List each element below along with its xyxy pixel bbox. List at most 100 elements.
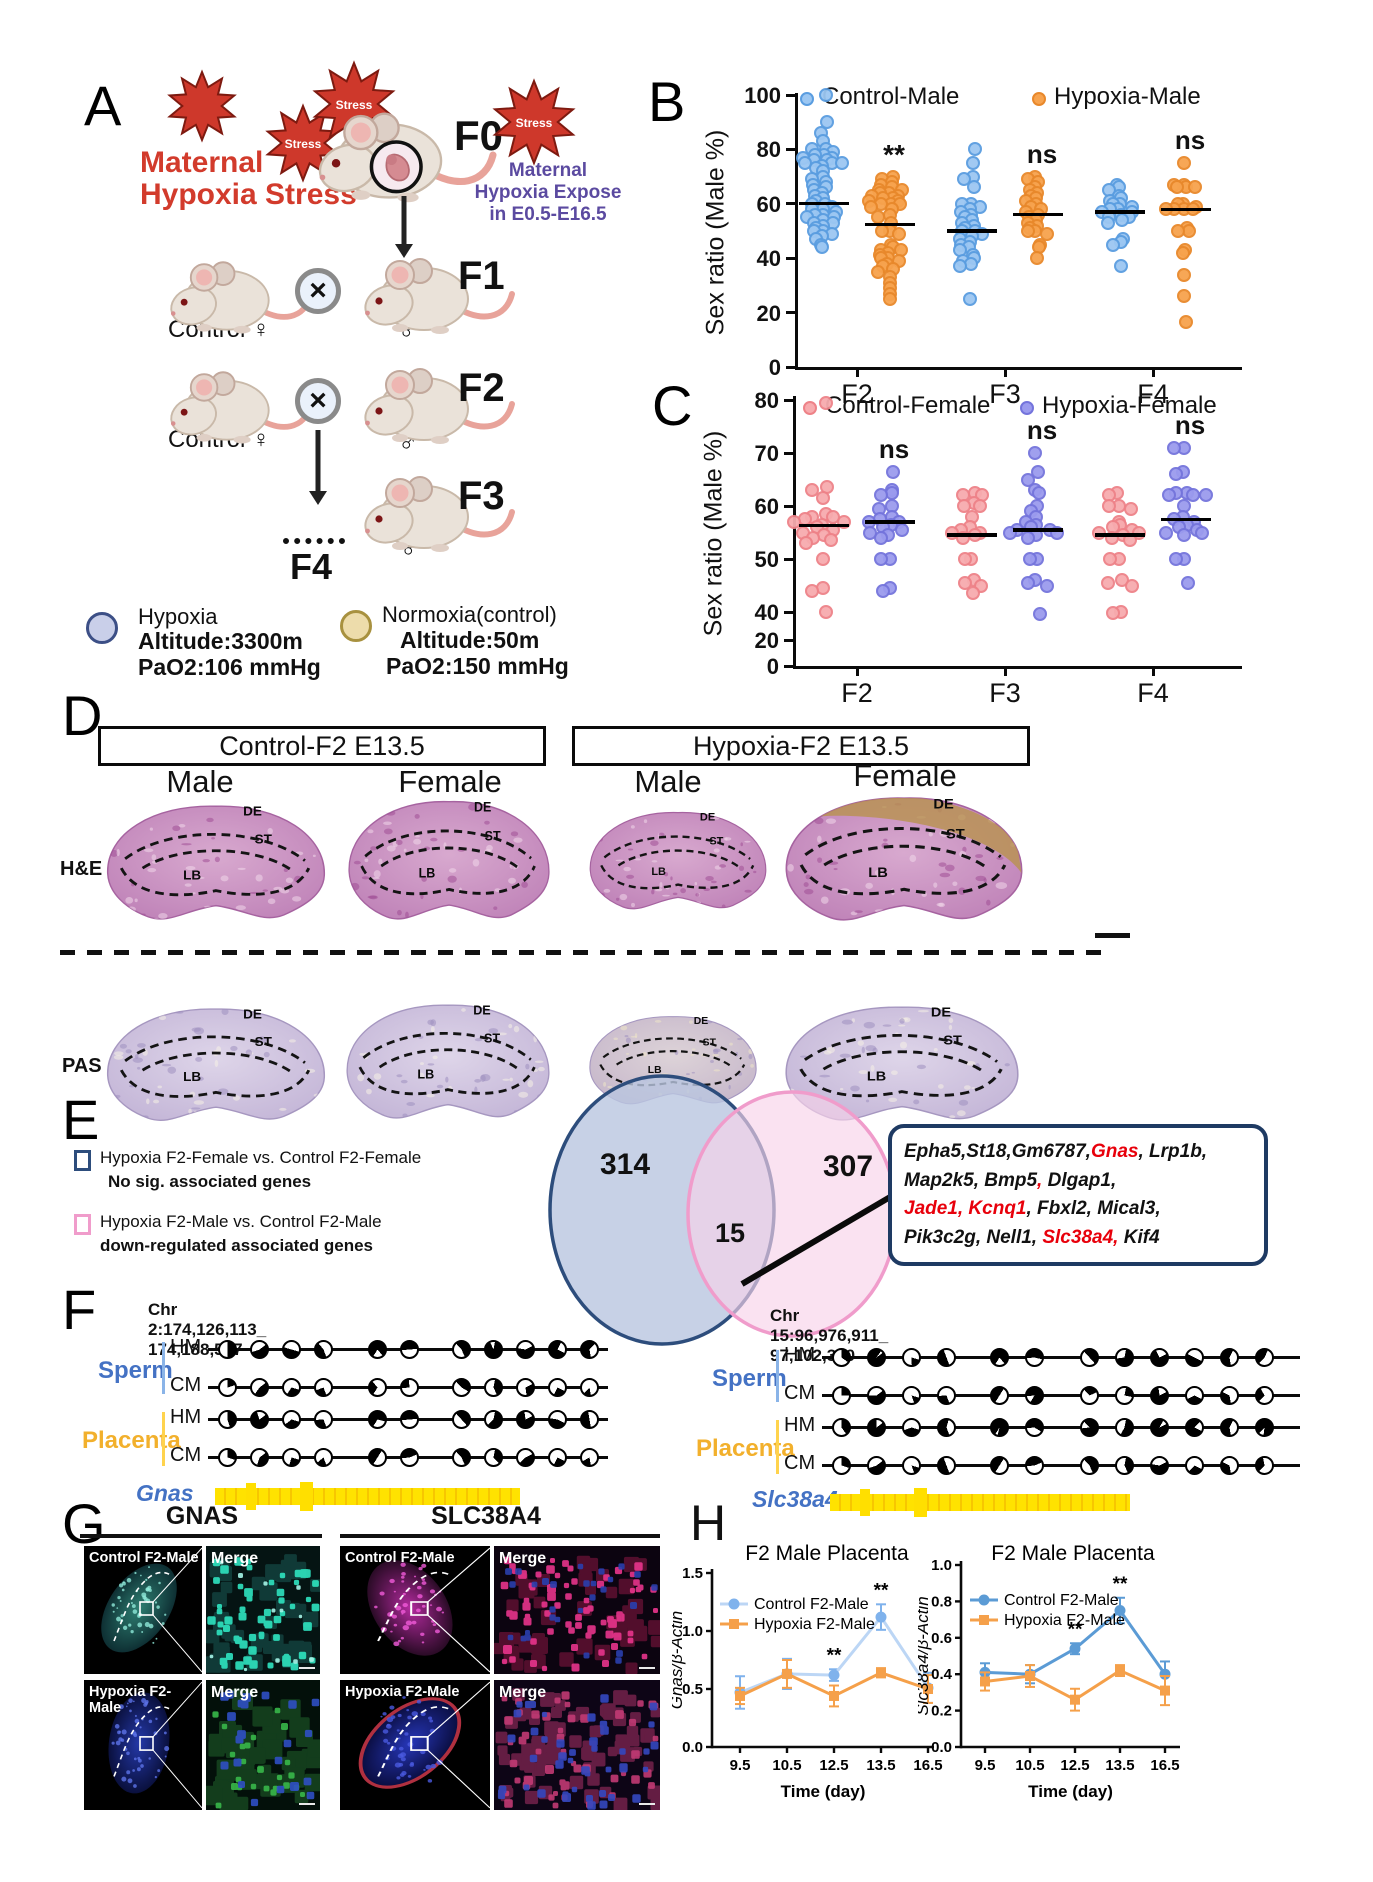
- y-tick-label: 60: [754, 494, 779, 519]
- cpg-pie: [937, 1347, 956, 1367]
- cpg-pie: [368, 1377, 387, 1397]
- svg-text:Time (day): Time (day): [781, 1782, 866, 1801]
- x-tick-label: F2: [841, 379, 873, 409]
- svg-text:LB: LB: [183, 1070, 201, 1085]
- data-point: [1101, 575, 1116, 590]
- data-point: [1177, 267, 1192, 282]
- y-tick: [784, 504, 793, 508]
- sperm-bracket: [776, 1350, 779, 1402]
- venn-legend-swatch-male: [74, 1214, 91, 1235]
- significance-label: ns: [1026, 138, 1058, 169]
- mouse-illustration: [364, 258, 515, 334]
- data-point: [819, 395, 834, 410]
- svg-text:0.8: 0.8: [931, 1593, 952, 1610]
- if-scale-bar: [639, 1667, 655, 1669]
- data-point: [1028, 446, 1043, 460]
- cpg-pie: [314, 1409, 333, 1429]
- svg-text:F2 Male Placenta: F2 Male Placenta: [991, 1542, 1155, 1565]
- gene-names: Kif4: [1118, 1226, 1160, 1248]
- hypoxia-legend-altitude: Altitude:3300m: [138, 628, 303, 654]
- col-label-female-2: Female: [853, 758, 957, 793]
- data-point: [1101, 215, 1116, 230]
- cm-row-label: CM: [170, 1444, 202, 1466]
- svg-text:DE: DE: [931, 1004, 951, 1019]
- data-point: [973, 499, 988, 513]
- legend-marker-hypoxia: [1032, 92, 1046, 106]
- x-tick-label: F2: [841, 678, 873, 708]
- allele-line: [822, 1356, 1300, 1359]
- if-tile-label: Hypoxia F2-Male: [89, 1684, 172, 1716]
- data-point: [1176, 156, 1191, 170]
- data-point: [834, 156, 849, 170]
- cpg-pie: [1150, 1455, 1169, 1475]
- data-point: [1185, 488, 1200, 503]
- gene-list-line: Map2k5, Bmp5, Dlgap1,: [904, 1167, 1252, 1196]
- hypoxia-legend-circle: [86, 612, 118, 644]
- data-point: [1198, 488, 1213, 503]
- if-tile-label: Control F2-Male: [89, 1550, 199, 1566]
- svg-text:ST: ST: [943, 1032, 962, 1047]
- data-point: [1032, 485, 1047, 500]
- f1-label: F1: [458, 254, 505, 298]
- if-section-tile: Hypoxia F2-Male: [84, 1680, 202, 1810]
- svg-text:LB: LB: [417, 1066, 434, 1081]
- he-pas-divider: [60, 950, 1108, 955]
- svg-text:1.0: 1.0: [682, 1623, 703, 1640]
- y-tick-label: 0: [766, 654, 779, 679]
- y-tick: [786, 365, 795, 369]
- y-tick-label: 0: [768, 355, 781, 380]
- cpg-pie: [516, 1409, 535, 1429]
- y-tick-label: 100: [744, 83, 781, 108]
- overlap-gene-list: Epha5,St18,Gm6787,Gnas, Lrp1b, Map2k5, Bm…: [888, 1124, 1268, 1266]
- placenta-bracket: [162, 1412, 165, 1466]
- cpg-pie: [580, 1409, 599, 1429]
- svg-text:LB: LB: [419, 865, 436, 881]
- mouse-illustration: [170, 261, 314, 334]
- cpg-pie: [832, 1417, 851, 1437]
- legend-marker-hypoxiaF: [1020, 401, 1034, 415]
- data-point: [1030, 464, 1045, 479]
- cpg-pie: [400, 1447, 419, 1467]
- svg-text:1.5: 1.5: [682, 1565, 703, 1582]
- group-mean-line: [947, 229, 997, 233]
- svg-text:LB: LB: [868, 865, 888, 881]
- cpg-pie: [1080, 1347, 1099, 1367]
- svg-text:DE: DE: [933, 796, 954, 812]
- data-point: [816, 491, 831, 506]
- cpg-pie: [902, 1385, 921, 1405]
- placenta-section-image: DE ST LB: [589, 812, 767, 910]
- data-point: [1170, 180, 1185, 195]
- svg-text:Stress: Stress: [336, 98, 373, 112]
- svg-text:**: **: [874, 1580, 889, 1601]
- data-point: [875, 224, 889, 238]
- data-point: [799, 536, 814, 551]
- data-point: [1103, 552, 1118, 566]
- data-point: [958, 575, 973, 590]
- if-tile-label: Merge: [211, 1684, 259, 1701]
- imprinted-gene-name: Slc38a4,: [1042, 1226, 1119, 1248]
- placenta-section-image: DE ST LB: [785, 1004, 1019, 1121]
- stress-star-icon: Stress: [265, 103, 341, 183]
- cpg-pie: [902, 1417, 921, 1437]
- cpg-pie: [548, 1377, 567, 1397]
- f4-label: F4: [290, 546, 333, 587]
- cpg-pie: [937, 1417, 956, 1437]
- svg-text:0.2: 0.2: [931, 1703, 952, 1720]
- hypoxia-legend-pao2: PaO2:106 mmHg: [138, 654, 321, 680]
- group-mean-line: [1161, 517, 1211, 521]
- gene-names: Dlgap1,: [1042, 1169, 1117, 1191]
- data-point: [1195, 525, 1210, 540]
- data-point: [1125, 578, 1140, 593]
- data-point: [1158, 525, 1173, 540]
- cpg-pie: [990, 1455, 1009, 1475]
- svg-text:Hypoxia F2-Male: Hypoxia F2-Male: [754, 1616, 875, 1633]
- y-tick-label: 60: [756, 191, 781, 217]
- cpg-pie: [902, 1347, 921, 1367]
- slc38a4-column-title: SLC38A4: [431, 1502, 541, 1530]
- fluorescence-dots: [494, 1546, 495, 1547]
- data-point: [1169, 467, 1184, 482]
- cpg-pie: [548, 1339, 567, 1359]
- y-tick: [786, 202, 795, 206]
- exon-block: [300, 1482, 314, 1511]
- cpg-pie: [1185, 1417, 1204, 1437]
